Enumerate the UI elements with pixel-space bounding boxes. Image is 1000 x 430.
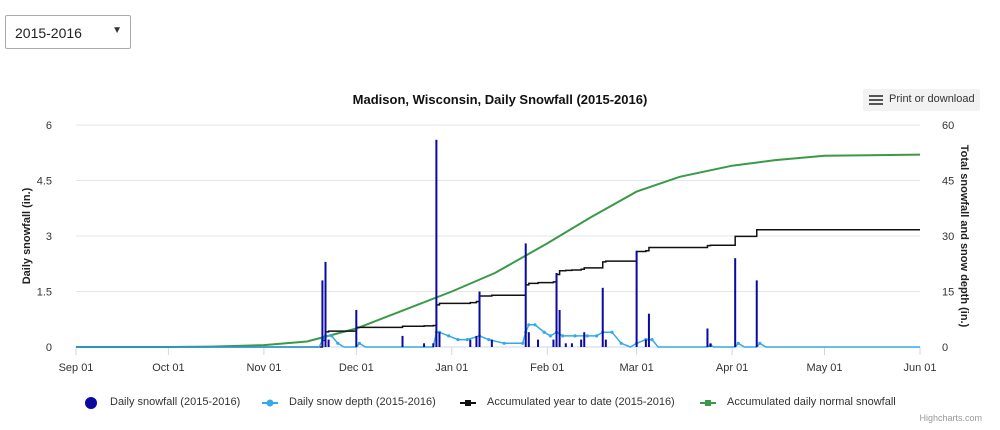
snow-depth-point (487, 338, 491, 342)
x-tick-label: Oct 01 (152, 362, 184, 374)
x-tick-label: May 01 (806, 362, 842, 374)
snow-depth-point (561, 334, 565, 338)
print-download-button[interactable]: Print or download (863, 89, 980, 111)
snow-depth-point (533, 323, 537, 327)
chevron-down-icon: ▼ (112, 25, 122, 36)
snowfall-bar (490, 339, 493, 347)
series-accumulated-ytd-line (76, 228, 920, 348)
series-snow-depth-line (76, 324, 920, 348)
legend-symbol-daily-snow-depth (262, 399, 278, 407)
snowfall-bar (423, 343, 426, 347)
chart-container: 0 1.5 3 4.5 6 0 15 30 45 60 Sep 01 Oct 01 Nov 01 Dec … (0, 80, 1000, 430)
snowfall-bar (324, 261, 327, 347)
snow-depth-point (502, 341, 506, 345)
snowfall-bar (635, 250, 638, 347)
snowfall-bar (555, 273, 558, 347)
y-right-tick-label: 60 (942, 120, 954, 132)
y-left-tick-label: 6 (46, 120, 52, 132)
snowfall-bar (524, 243, 527, 347)
snow-depth-point (447, 334, 451, 338)
snow-depth-point (650, 338, 654, 342)
snow-depth-point (527, 323, 531, 327)
snowfall-bar (647, 313, 650, 347)
credits-link[interactable]: Highcharts.com (919, 413, 982, 423)
legend-label-accumulated-ytd: Accumulated year to date (2015-2016) (487, 396, 675, 408)
y-left-tick-label: 3 (46, 231, 52, 243)
snowfall-bar (604, 339, 607, 347)
snowfall-bar (475, 335, 478, 347)
y-left-tick-label: 4.5 (37, 176, 52, 188)
snowfall-bar (438, 332, 441, 347)
snowfall-bar (558, 310, 561, 347)
x-tick-label: Dec 01 (339, 362, 374, 374)
y-right-tick-label: 15 (942, 287, 954, 299)
snowfall-bar (432, 343, 435, 347)
snowfall-bar (469, 339, 472, 347)
snow-depth-point (456, 338, 460, 342)
snowfall-bar (527, 332, 530, 347)
snowfall-bar (435, 139, 438, 347)
legend-label-daily-snowfall: Daily snowfall (2015-2016) (110, 396, 241, 408)
y-left-tick-label: 0 (46, 342, 52, 354)
y-left-tick-label: 1.5 (37, 287, 52, 299)
x-tick-label: Nov 01 (246, 362, 281, 374)
snow-depth-point (736, 341, 740, 345)
snow-depth-point (336, 341, 340, 345)
snow-depth-point (330, 334, 334, 338)
x-tick-label: Jun 01 (903, 362, 936, 374)
season-select-value: 2015-2016 (15, 25, 82, 41)
season-select[interactable]: 2015-2016 ▼ (5, 15, 131, 49)
x-tick-label: Apr 01 (716, 362, 748, 374)
snow-depth-point (542, 330, 546, 334)
y-right-tick-label: 30 (942, 231, 954, 243)
legend-symbol-daily-snowfall (85, 397, 97, 409)
snow-depth-point (619, 341, 623, 345)
x-tick-label: Sep 01 (59, 362, 94, 374)
snowfall-bar (537, 339, 540, 347)
snow-depth-point (585, 334, 589, 338)
legend-symbol-accumulated-ytd (460, 400, 476, 406)
y-left-axis-title: Daily snowfall (in.) (21, 187, 33, 284)
snowfall-bar (570, 343, 573, 347)
snow-depth-point (357, 341, 361, 345)
snow-depth-point (465, 338, 469, 342)
y-right-tick-label: 45 (942, 176, 954, 188)
snowfall-bar (734, 258, 737, 347)
snow-depth-point (610, 330, 614, 334)
series-normal-snowfall-line (76, 153, 921, 348)
print-download-label: Print or download (889, 93, 975, 105)
snowfall-bar (552, 339, 555, 347)
snowfall-bar (564, 343, 567, 347)
snowfall-bar (755, 280, 758, 347)
snow-depth-point (594, 334, 599, 338)
snowfall-bar (401, 335, 404, 347)
snowfall-bar (478, 291, 481, 347)
snow-depth-point (548, 334, 552, 338)
snowfall-bar (355, 310, 358, 347)
y-right-axis-title: Total snowfall and snow depth (in.) (958, 145, 970, 328)
hamburger-menu-icon (869, 95, 883, 106)
snow-depth-point (758, 341, 762, 345)
chart-title: Madison, Wisconsin, Daily Snowfall (2015… (352, 92, 648, 107)
snowfall-bar (321, 280, 324, 347)
legend-label-daily-snow-depth: Daily snow depth (2015-2016) (289, 396, 436, 408)
snowfall-bar (706, 328, 709, 347)
snow-depth-point (521, 341, 525, 345)
y-right-tick-label: 0 (942, 342, 948, 354)
legend-symbol-normal-snowfall (700, 400, 716, 406)
legend-label-normal-snowfall: Accumulated daily normal snowfall (727, 396, 896, 408)
snowfall-bar (580, 339, 583, 347)
x-tick-label: Jan 01 (435, 362, 468, 374)
snowfall-bar (327, 339, 330, 347)
snowfall-bar (709, 343, 712, 347)
x-tick-label: Mar 01 (619, 362, 653, 374)
snowfall-bar (601, 287, 604, 347)
snowfall-bar (583, 332, 586, 347)
snowfall-bar (644, 339, 647, 347)
snow-depth-point (573, 334, 577, 338)
x-tick-label: Feb 01 (530, 362, 564, 374)
